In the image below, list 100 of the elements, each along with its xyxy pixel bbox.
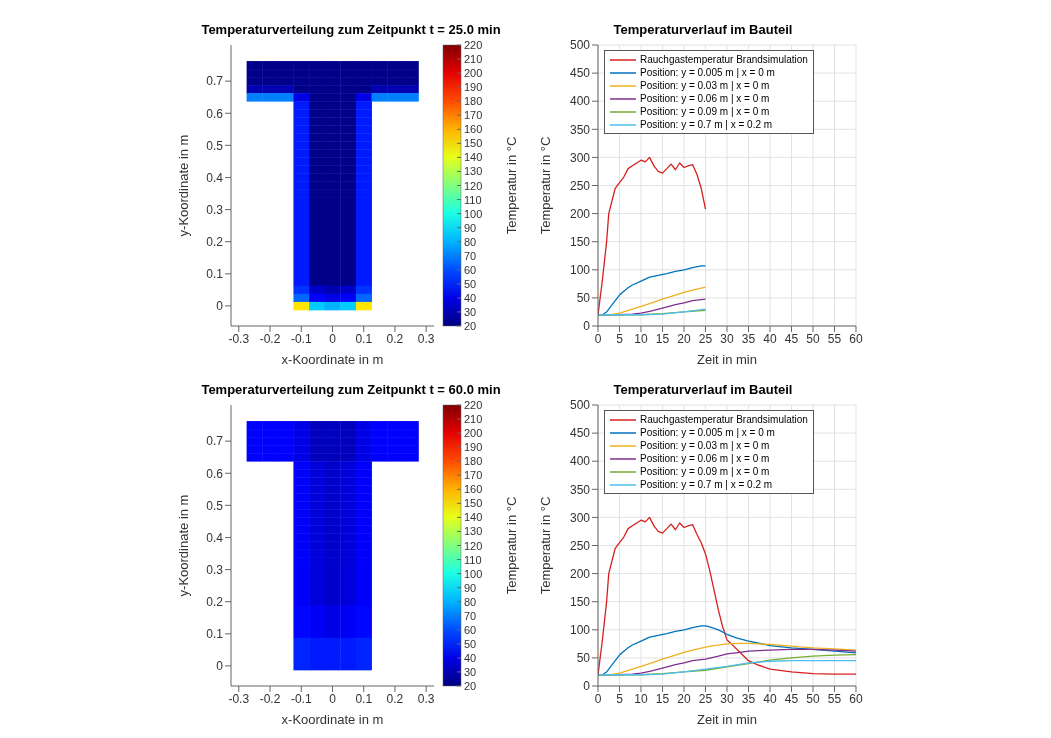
y-tick-label: 100 xyxy=(569,623,591,638)
color-bar-label: 170 xyxy=(464,109,483,122)
x-tick-label: 40 xyxy=(763,691,777,706)
color-bar-label: 130 xyxy=(464,165,483,178)
color-bar-label: 100 xyxy=(464,567,483,580)
color-bar-title: Temperatur in °C xyxy=(504,496,519,595)
color-bar-label: 90 xyxy=(464,221,477,234)
chart-title: Temperaturverlauf im Bauteil xyxy=(612,381,794,399)
y-tick-label: 0.2 xyxy=(206,594,224,609)
y-tick-label: 400 xyxy=(569,454,591,469)
x-tick-label: 35 xyxy=(741,331,756,346)
x-tick-label: -0.2 xyxy=(259,331,281,346)
color-bar-label: 160 xyxy=(464,483,483,496)
x-tick-label: -0.3 xyxy=(228,691,250,706)
color-bar-label: 210 xyxy=(464,53,483,66)
color-bar-label: 220 xyxy=(464,399,483,411)
y-tick-label: 0 xyxy=(216,299,224,314)
chart-title: Temperaturverlauf im Bauteil xyxy=(612,21,794,39)
color-bar-label: 220 xyxy=(464,39,483,51)
x-tick-label: 25 xyxy=(698,691,713,706)
y-tick-label: 500 xyxy=(569,398,591,413)
x-tick-label: 0.1 xyxy=(355,691,373,706)
legend-label: Position: y = 0.005 m | x = 0 m xyxy=(640,66,775,79)
color-bar-label: 60 xyxy=(464,623,477,636)
y-axis-title: y-Koordinate in m xyxy=(175,494,191,597)
x-axis-title: Zeit in min xyxy=(697,352,757,367)
color-bar-label: 140 xyxy=(464,151,483,164)
y-tick-label: 450 xyxy=(569,426,591,441)
color-bar-label: 30 xyxy=(464,305,477,318)
x-axis-title: Zeit in min xyxy=(697,712,757,727)
y-tick-label: 200 xyxy=(569,206,591,221)
color-bar-label: 100 xyxy=(464,207,483,220)
legend-label: Position: y = 0.03 m | x = 0 m xyxy=(640,79,770,92)
y-tick-label: 0 xyxy=(583,679,591,694)
color-bar-label: 130 xyxy=(464,525,483,538)
y-tick-label: 300 xyxy=(569,510,591,525)
y-axis-title: y-Koordinate in m xyxy=(175,134,191,237)
x-tick-label: -0.2 xyxy=(259,691,281,706)
legend-label: Rauchgastemperatur Brandsimulation xyxy=(640,53,808,66)
color-bar-label: 30 xyxy=(464,665,477,678)
y-tick-label: 0.5 xyxy=(206,138,224,153)
x-tick-label: 30 xyxy=(720,331,734,346)
legend-label: Position: y = 0.7 m | x = 0.2 m xyxy=(640,478,773,491)
x-tick-label: 0 xyxy=(594,331,602,346)
y-tick-label: 0 xyxy=(216,659,224,674)
y-tick-label: 0.7 xyxy=(206,434,224,449)
color-bar-label: 210 xyxy=(464,413,483,426)
legend-label: Position: y = 0.03 m | x = 0 m xyxy=(640,439,770,452)
color-bar-label: 160 xyxy=(464,123,483,136)
y-tick-label: 500 xyxy=(569,38,591,53)
y-tick-label: 450 xyxy=(569,66,591,81)
x-tick-label: 10 xyxy=(634,331,648,346)
color-bar-label: 70 xyxy=(464,609,477,622)
x-tick-label: -0.1 xyxy=(290,691,312,706)
legend-label: Position: y = 0.7 m | x = 0.2 m xyxy=(640,118,773,131)
color-bar-label: 190 xyxy=(464,441,483,454)
x-tick-label: 55 xyxy=(827,691,842,706)
x-tick-label: 15 xyxy=(655,331,670,346)
color-bar-label: 50 xyxy=(464,277,477,290)
color-bar-label: 70 xyxy=(464,249,477,262)
y-tick-label: 0.6 xyxy=(206,466,224,481)
color-bar-label: 110 xyxy=(464,193,482,206)
color-bar-label: 80 xyxy=(464,235,477,248)
x-tick-label: 0 xyxy=(594,691,602,706)
x-tick-label: 20 xyxy=(677,331,691,346)
color-bar-label: 150 xyxy=(464,497,483,510)
color-bar-label: 40 xyxy=(464,651,477,664)
legend-label: Position: y = 0.09 m | x = 0 m xyxy=(640,465,770,478)
color-bar-label: 110 xyxy=(464,553,482,566)
color-bar-label: 180 xyxy=(464,455,483,468)
chart-title: Temperaturverteilung zum Zeitpunkt t = 25.0 min xyxy=(200,21,502,39)
x-tick-label: 5 xyxy=(616,691,624,706)
y-tick-label: 100 xyxy=(569,263,591,278)
x-tick-label: 0.3 xyxy=(417,691,435,706)
x-tick-label: 35 xyxy=(741,691,756,706)
x-tick-label: 10 xyxy=(634,691,648,706)
y-tick-label: 0.4 xyxy=(206,530,224,545)
x-tick-label: 20 xyxy=(677,691,691,706)
x-tick-label: 15 xyxy=(655,691,670,706)
x-tick-label: 50 xyxy=(806,331,820,346)
y-tick-label: 0.2 xyxy=(206,234,224,249)
y-tick-label: 50 xyxy=(576,651,591,666)
y-tick-label: 0 xyxy=(583,319,591,334)
color-bar-label: 170 xyxy=(464,469,483,482)
color-bar-title: Temperatur in °C xyxy=(504,136,519,235)
y-tick-label: 0.7 xyxy=(206,74,224,89)
x-tick-label: 30 xyxy=(720,691,734,706)
chart-title: Temperaturverteilung zum Zeitpunkt t = 60.0 min xyxy=(200,381,502,399)
y-tick-label: 0.5 xyxy=(206,498,224,513)
y-tick-label: 150 xyxy=(569,594,591,609)
x-tick-label: 25 xyxy=(698,331,713,346)
color-bar-label: 20 xyxy=(464,320,477,332)
color-bar-label: 120 xyxy=(464,179,483,192)
y-axis-title: Temperatur in °C xyxy=(537,136,553,235)
y-tick-label: 0.3 xyxy=(206,562,224,577)
y-tick-label: 0.1 xyxy=(206,627,224,642)
color-bar-label: 80 xyxy=(464,595,477,608)
x-tick-label: 60 xyxy=(849,331,863,346)
y-tick-label: 350 xyxy=(569,122,591,137)
x-tick-label: -0.3 xyxy=(228,331,250,346)
